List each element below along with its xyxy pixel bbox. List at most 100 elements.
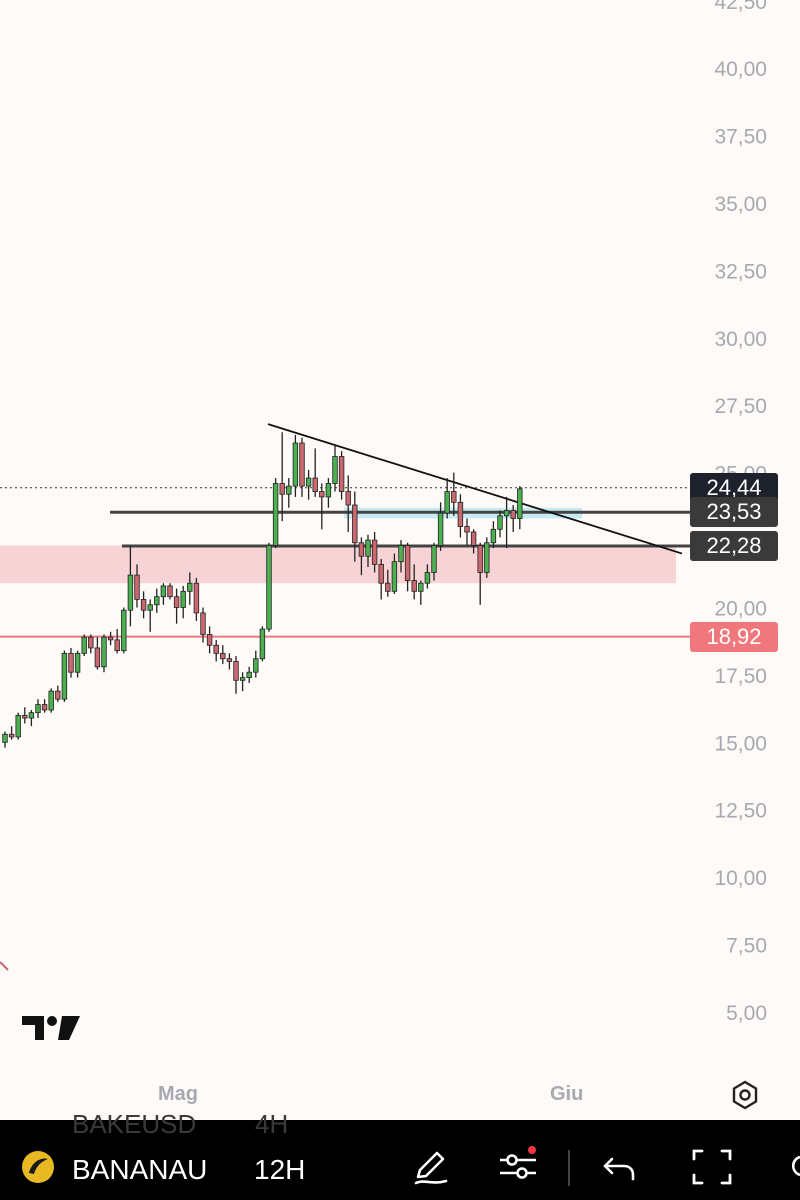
candle-body [134, 574, 140, 600]
y-tick-label: 20,00 [714, 597, 767, 620]
candle-body [464, 526, 470, 533]
candle-body [352, 504, 358, 544]
candle-body [398, 545, 404, 563]
candle-body [193, 582, 200, 614]
candle-body [220, 652, 226, 660]
symbol-button[interactable]: BANANAU [72, 1154, 208, 1185]
price-tag-support-line: 22,28 [690, 531, 778, 561]
ghost-interval-label: 4H [255, 1109, 289, 1139]
candle-body [404, 545, 411, 581]
settings-icon[interactable] [730, 1080, 760, 1110]
candle-body [114, 639, 120, 652]
time-label-june: Giu [550, 1083, 584, 1105]
candle-body [266, 545, 272, 630]
candle-body [497, 515, 503, 530]
sliders-icon[interactable] [496, 1145, 540, 1189]
candle-body [48, 690, 54, 711]
candle-body [200, 612, 206, 635]
tradingview-logo-icon [22, 1016, 80, 1040]
price-tag-red-level: 18,92 [690, 621, 778, 652]
candle-body [503, 510, 510, 517]
candle-body [299, 442, 305, 487]
candle-body [61, 652, 68, 700]
candle-body [2, 733, 8, 743]
y-tick-label: 40,00 [714, 58, 767, 81]
lines-layer [0, 423, 690, 638]
candle-body [226, 658, 233, 662]
candle-body [338, 456, 345, 492]
candle-body [325, 483, 332, 498]
y-tick-label: 42,50 [714, 0, 767, 14]
candle-body [292, 442, 299, 487]
toolbar-divider [568, 1150, 570, 1186]
candle-body [484, 542, 490, 573]
candle-body [81, 636, 87, 654]
candle-body [180, 590, 186, 608]
candle-body [74, 652, 81, 673]
candle-body [345, 491, 351, 506]
y-tick-label: 35,00 [714, 193, 767, 216]
candle-body [8, 733, 15, 738]
interval-button[interactable]: 12H [254, 1154, 306, 1185]
candle-body [259, 628, 266, 660]
candle-body [206, 634, 213, 646]
candle-body [286, 485, 292, 495]
candle-body [444, 491, 450, 514]
candle-body [28, 712, 35, 719]
decorative-tick [0, 961, 9, 971]
time-label-may: Mag [158, 1083, 198, 1105]
candle-body [418, 582, 424, 592]
more-icon[interactable] [778, 1145, 800, 1189]
candle-body [101, 636, 107, 668]
candle-body [358, 542, 365, 557]
candle-body [233, 661, 239, 681]
y-tick-label: 10,00 [714, 867, 767, 890]
candle-body [517, 488, 523, 519]
banana-icon[interactable] [16, 1145, 60, 1189]
candles-layer [2, 432, 523, 748]
price-tag-resistance-line: 23,53 [690, 497, 778, 528]
candle-body [437, 512, 444, 546]
red-zone-rect [0, 545, 676, 584]
candle-body [411, 580, 417, 592]
candle-body [88, 636, 94, 649]
candle-body [121, 609, 127, 652]
candle-body [160, 585, 167, 598]
y-tick-label: 5,00 [726, 1002, 767, 1025]
candle-body [213, 644, 219, 654]
candle-body [41, 704, 48, 711]
y-tick-label: 15,00 [714, 732, 767, 755]
candle-body [55, 690, 61, 700]
candle-body [147, 604, 153, 611]
candle-body [15, 714, 21, 738]
candle-body [154, 596, 160, 606]
y-tick-label: 17,50 [714, 665, 767, 688]
y-tick-label: 30,00 [714, 328, 767, 351]
ghost-symbol-label: BAKEUSD [72, 1109, 197, 1139]
candle-body [140, 599, 147, 611]
candle-body [365, 539, 371, 557]
candle-body [68, 652, 74, 673]
y-tick-label: 7,50 [726, 935, 767, 958]
candle-body [391, 561, 398, 592]
bottom-toolbar [0, 1120, 800, 1200]
undo-icon[interactable] [598, 1145, 642, 1189]
candle-body [510, 510, 516, 519]
candle-body [431, 545, 437, 573]
price-chart[interactable]: 5,007,5010,0012,5015,0017,5020,0022,5025… [0, 0, 800, 1120]
candle-body [424, 572, 431, 584]
y-tick-label: 12,50 [714, 800, 767, 823]
candle-body [22, 714, 28, 719]
candle-body [332, 456, 338, 484]
candle-body [35, 704, 41, 714]
y-tick-label: 37,50 [714, 126, 767, 149]
candle-body [305, 477, 312, 487]
candle-body [378, 563, 384, 584]
fullscreen-icon[interactable] [690, 1145, 734, 1189]
candle-body [477, 545, 483, 573]
candle-body [279, 483, 285, 495]
candle-body [173, 596, 180, 608]
candle-body [470, 531, 477, 546]
pen-icon[interactable] [408, 1145, 452, 1189]
candle-body [239, 677, 246, 681]
